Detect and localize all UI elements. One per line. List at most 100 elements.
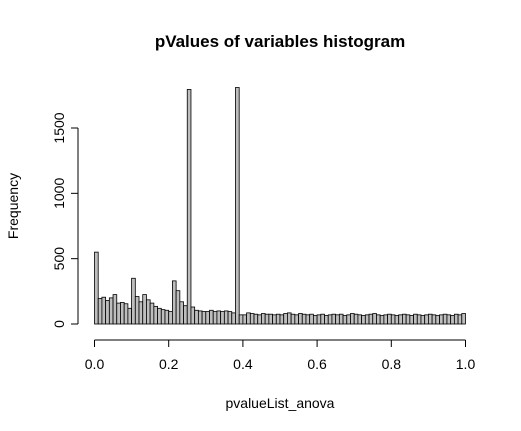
- histogram-bar: [457, 314, 463, 325]
- x-tick-label: 0.6: [307, 356, 327, 372]
- histogram-bar: [446, 314, 452, 325]
- histogram-bar: [431, 314, 437, 325]
- histogram-bar: [246, 312, 251, 325]
- histogram-bar: [197, 310, 203, 325]
- histogram-bar: [379, 315, 385, 325]
- histogram-bar: [168, 311, 173, 325]
- histogram-bars: [94, 87, 466, 325]
- histogram-bar: [134, 296, 140, 325]
- histogram-bar: [346, 314, 351, 325]
- histogram-bar: [413, 313, 418, 325]
- histogram-bar: [335, 314, 340, 325]
- histogram-bar: [249, 313, 255, 325]
- histogram-bar: [105, 300, 110, 325]
- histogram-bar: [301, 313, 307, 325]
- histogram-bar: [450, 315, 455, 325]
- histogram-bar: [350, 313, 355, 325]
- histogram-bar: [235, 87, 240, 325]
- histogram-bar: [153, 305, 158, 325]
- histogram-bar: [268, 313, 273, 325]
- histogram-bar: [453, 313, 459, 325]
- histogram-bar: [172, 280, 177, 325]
- histogram-bar: [461, 313, 466, 325]
- histogram-bar: [257, 314, 262, 325]
- histogram-bar: [353, 313, 359, 325]
- histogram-bar: [209, 309, 214, 325]
- histogram-bar: [253, 313, 259, 325]
- histogram-bar: [120, 302, 125, 325]
- histogram-bar: [223, 310, 229, 325]
- histogram-bar: [157, 307, 162, 325]
- x-tick-label: 0.4: [233, 356, 253, 372]
- histogram-bar: [327, 314, 333, 325]
- histogram-bar: [402, 313, 407, 325]
- y-axis-label: Frequency: [5, 173, 21, 239]
- histogram-bar: [342, 315, 348, 325]
- histogram-bar: [201, 311, 207, 325]
- histogram-bar: [190, 306, 196, 325]
- x-tick-label: 0.2: [159, 356, 179, 372]
- x-tick-label: 0.0: [85, 356, 105, 372]
- histogram-bar: [376, 314, 381, 325]
- histogram-bar: [364, 314, 370, 325]
- histogram-bar: [424, 314, 429, 325]
- histogram-bar: [409, 315, 414, 325]
- histogram-bar: [242, 314, 248, 325]
- histogram-bar: [264, 313, 270, 325]
- histogram-bar: [146, 299, 151, 325]
- histogram-bar: [287, 312, 292, 325]
- histogram-bar: [272, 314, 277, 325]
- histogram-bar: [149, 302, 155, 325]
- y-tick-label: 1000: [51, 178, 67, 209]
- histogram-bar: [427, 313, 433, 325]
- histogram-bar: [294, 314, 299, 325]
- histogram-bar: [186, 89, 192, 325]
- histogram-bar: [439, 314, 444, 325]
- histogram-bar: [387, 313, 392, 325]
- histogram-bar: [331, 313, 337, 325]
- y-tick-label: 500: [51, 247, 67, 271]
- histogram-bar: [160, 309, 166, 325]
- histogram-bar: [390, 314, 396, 325]
- histogram-bar: [127, 307, 132, 325]
- histogram-bar: [435, 315, 440, 325]
- histogram-bar: [394, 315, 400, 325]
- histogram-bar: [220, 311, 225, 325]
- histogram-bar: [212, 311, 218, 325]
- histogram-bar: [398, 314, 403, 325]
- histogram-bar: [183, 305, 188, 325]
- histogram-bar: [416, 314, 422, 325]
- histogram-bar: [179, 301, 184, 325]
- histogram-bar: [372, 313, 377, 325]
- histogram-bar: [94, 251, 99, 325]
- y-tick-label: 0: [51, 320, 67, 328]
- histogram-bar: [216, 310, 222, 325]
- x-tick-label: 0.8: [382, 356, 402, 372]
- histogram-bar: [123, 303, 129, 325]
- histogram-bar: [138, 301, 144, 325]
- histogram-bar: [238, 314, 244, 325]
- histogram-bar: [338, 313, 344, 325]
- histogram-bar: [312, 315, 318, 325]
- histogram-bar: [305, 314, 311, 325]
- histogram-bar: [261, 313, 266, 325]
- histogram-bar: [368, 313, 374, 325]
- histogram-bar: [142, 294, 147, 325]
- histogram-bar: [283, 313, 288, 325]
- histogram-bar: [320, 313, 325, 325]
- y-tick-label: 1500: [51, 112, 67, 143]
- y-axis-ticks: 0 500 1000 1500: [51, 112, 78, 328]
- histogram-bar: [324, 315, 329, 325]
- histogram-bar: [97, 298, 103, 325]
- histogram-bar: [309, 313, 314, 325]
- histogram-bar: [194, 309, 199, 325]
- histogram-bar: [116, 302, 121, 325]
- histogram-bar: [298, 313, 303, 325]
- histogram-bar: [405, 314, 411, 325]
- histogram-bar: [316, 314, 322, 325]
- histogram-bar: [175, 290, 181, 325]
- histogram-bar: [383, 314, 388, 325]
- histogram-bar: [131, 277, 136, 325]
- histogram-bar: [112, 294, 118, 325]
- histogram-bar: [227, 311, 233, 325]
